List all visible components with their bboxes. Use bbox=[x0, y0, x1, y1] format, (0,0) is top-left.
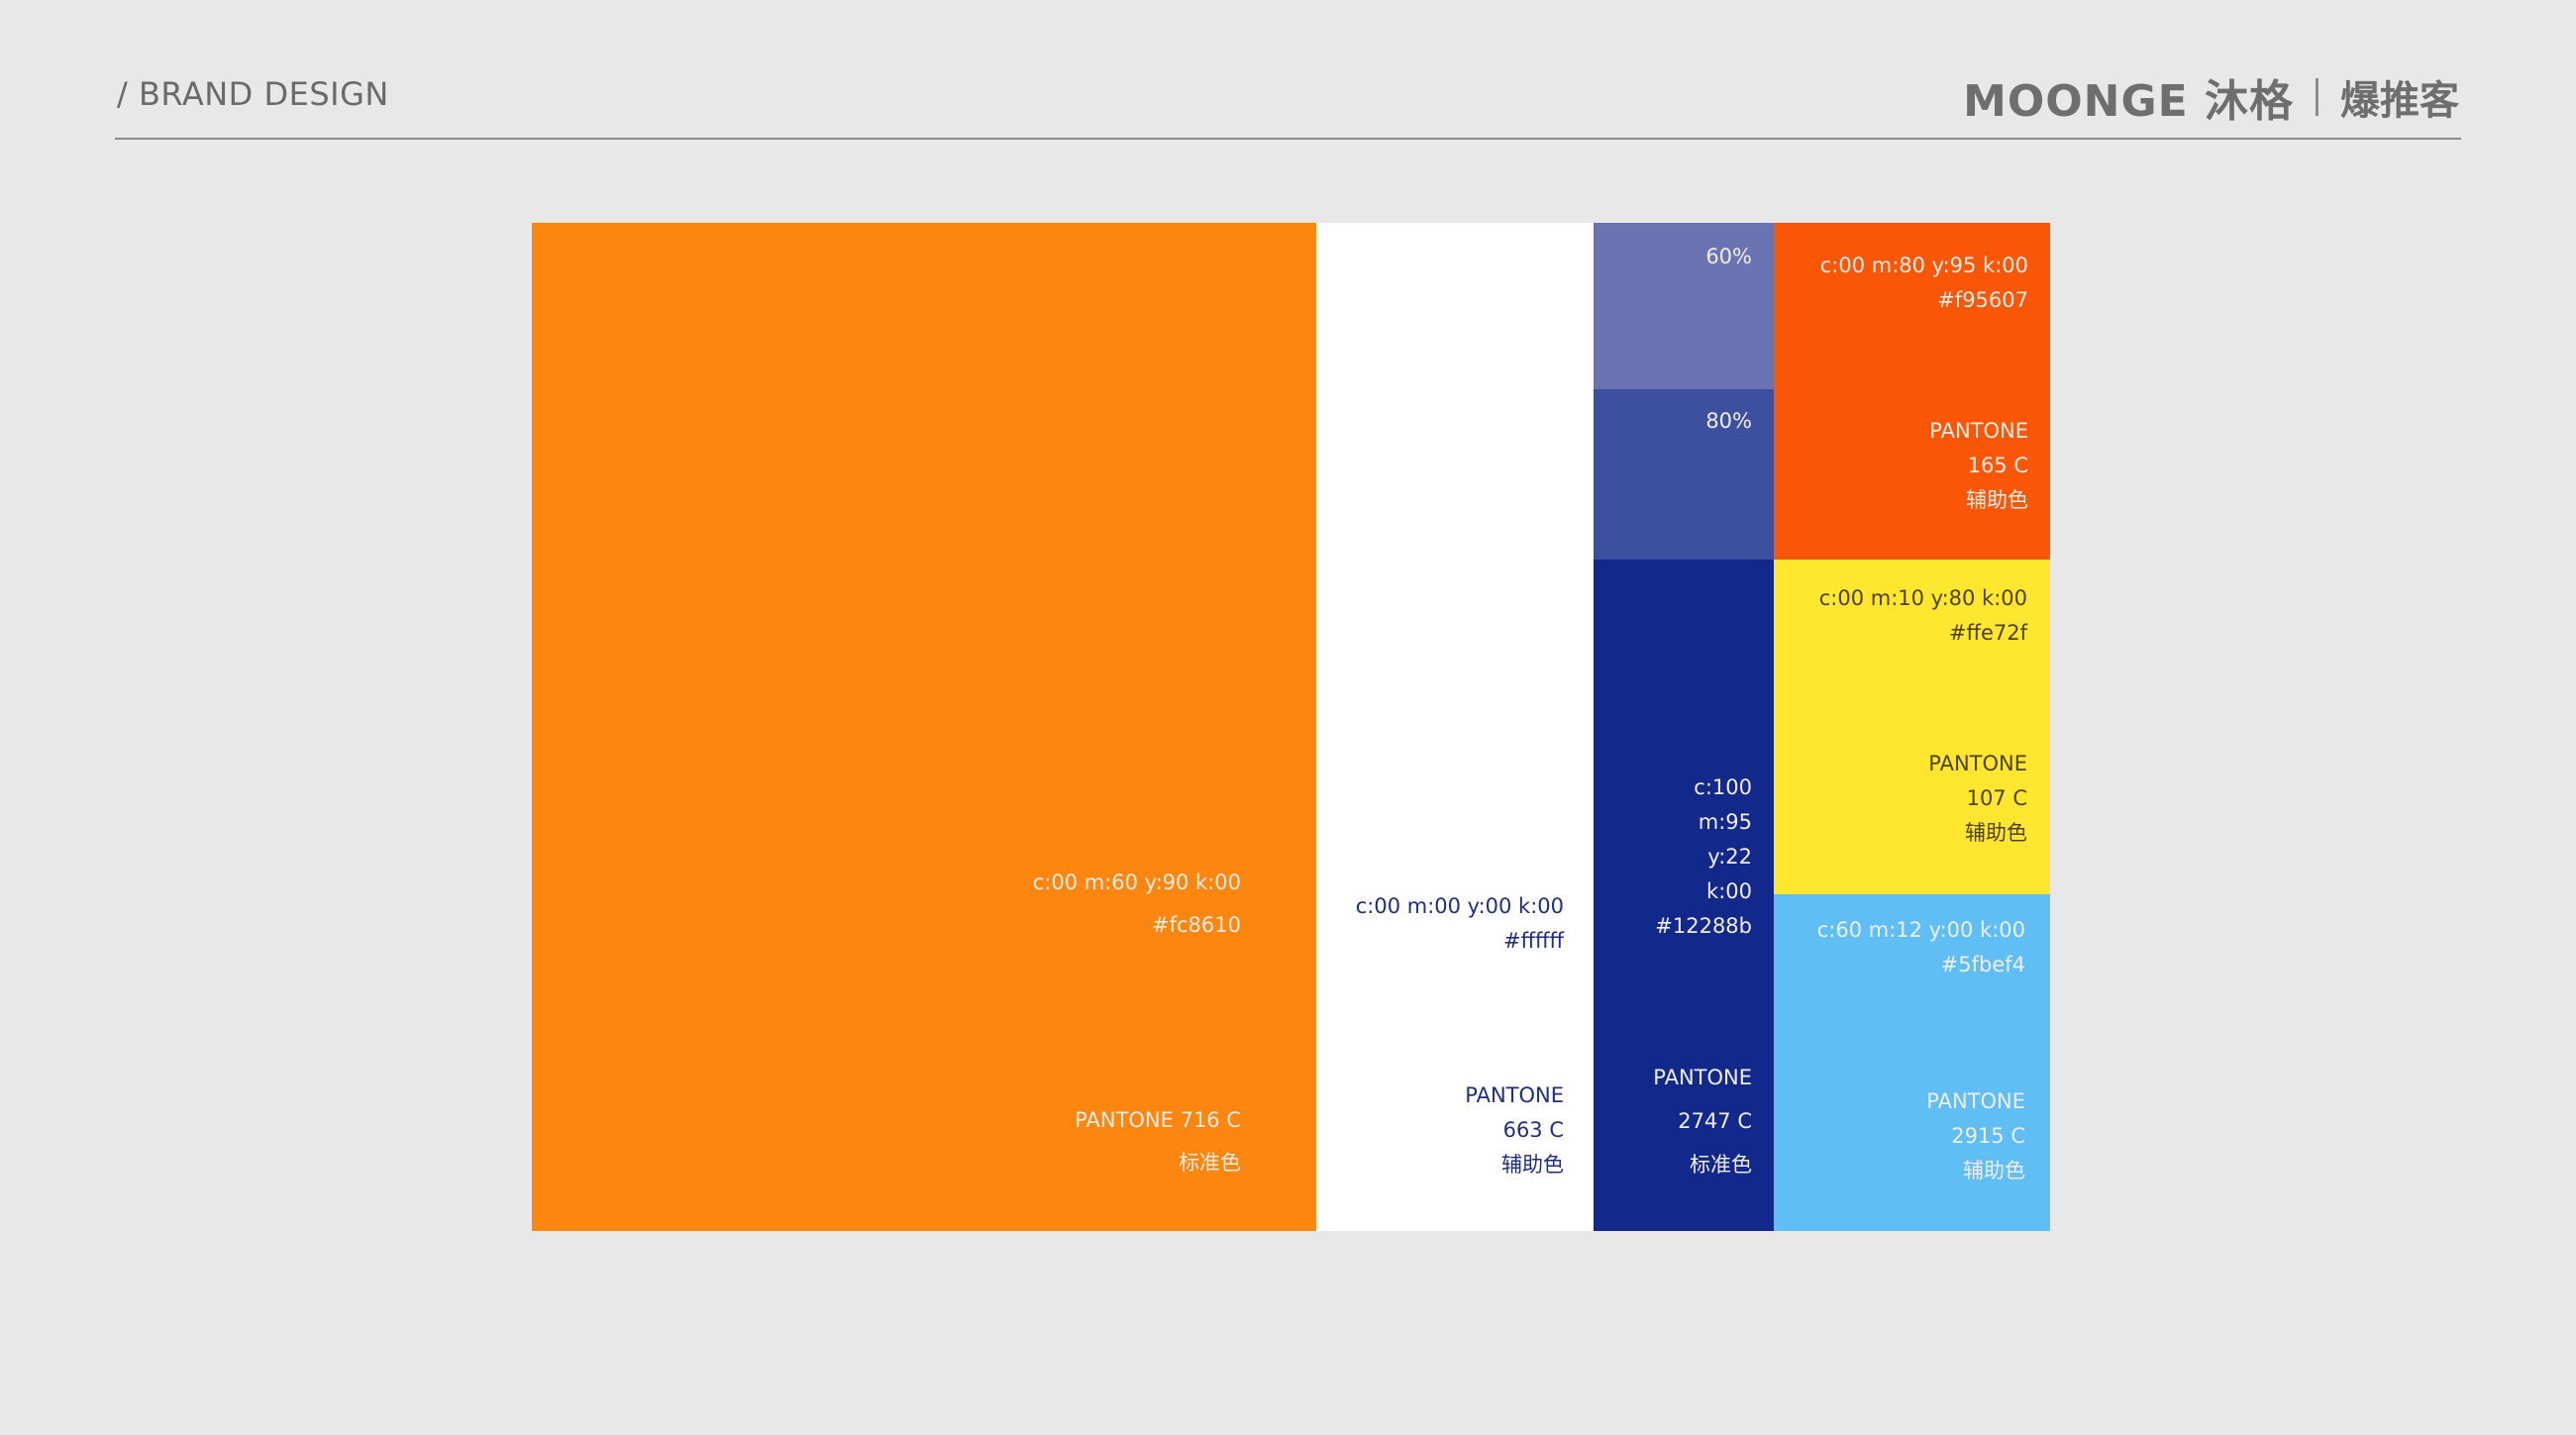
orange-cmyk: c:00 m:60 y:90 k:00 bbox=[1032, 871, 1241, 894]
swatch-yellow: c:00 m:10 y:80 k:00 #ffe72f PANTONE 107 … bbox=[1774, 560, 2050, 894]
red-orange-cmyk: c:00 m:80 y:95 k:00 bbox=[1819, 254, 2028, 277]
red-orange-pantone-code: 165 C bbox=[1967, 454, 2028, 477]
logo-partner-text: 爆推客 bbox=[2340, 78, 2459, 124]
sky-blue-hex: #5fbef4 bbox=[1940, 953, 2025, 976]
brand-logo: MOONGE 沐格 爆推客 bbox=[1963, 65, 2459, 129]
white-hex: #ffffff bbox=[1502, 929, 1564, 953]
navy-cmyk-k: k:00 bbox=[1706, 879, 1752, 903]
yellow-hex: #ffe72f bbox=[1948, 621, 2027, 645]
white-pantone-code: 663 C bbox=[1502, 1118, 1564, 1142]
sky-blue-role: 辅助色 bbox=[1963, 1159, 2025, 1182]
swatch-navy-tint-60: 60% bbox=[1594, 223, 1774, 389]
navy-cmyk-m: m:95 bbox=[1698, 810, 1752, 834]
navy-tint-80-label: 80% bbox=[1705, 409, 1752, 433]
red-orange-pantone-label: PANTONE bbox=[1929, 419, 2028, 443]
swatch-navy-tint-80: 80% bbox=[1594, 389, 1774, 560]
yellow-pantone-label: PANTONE bbox=[1928, 752, 2027, 775]
orange-hex: #fc8610 bbox=[1152, 913, 1241, 937]
swatch-red-orange: c:00 m:80 y:95 k:00 #f95607 PANTONE 165 … bbox=[1774, 223, 2050, 560]
yellow-pantone-code: 107 C bbox=[1966, 786, 2027, 810]
white-pantone-label: PANTONE bbox=[1465, 1083, 1564, 1107]
sky-blue-cmyk: c:60 m:12 y:00 k:00 bbox=[1816, 918, 2025, 942]
red-orange-role: 辅助色 bbox=[1966, 488, 2028, 512]
swatch-white: c:00 m:00 y:00 k:00 #ffffff PANTONE 663 … bbox=[1316, 223, 1594, 1231]
swatch-navy: c:100 m:95 y:22 k:00 #12288b PANTONE 274… bbox=[1594, 560, 1774, 1231]
white-cmyk: c:00 m:00 y:00 k:00 bbox=[1355, 894, 1564, 918]
yellow-role: 辅助色 bbox=[1965, 821, 2027, 845]
navy-hex: #12288b bbox=[1655, 914, 1752, 938]
orange-role: 标准色 bbox=[1179, 1151, 1241, 1175]
red-orange-hex: #f95607 bbox=[1937, 288, 2028, 312]
swatch-sky-blue: c:60 m:12 y:00 k:00 #5fbef4 PANTONE 2915… bbox=[1774, 894, 2050, 1231]
navy-cmyk-y: y:22 bbox=[1707, 845, 1752, 869]
navy-pantone-label: PANTONE bbox=[1653, 1066, 1752, 1089]
white-role: 辅助色 bbox=[1501, 1153, 1564, 1177]
sky-blue-pantone-code: 2915 C bbox=[1951, 1124, 2025, 1148]
navy-tint-60-label: 60% bbox=[1705, 245, 1752, 268]
logo-divider bbox=[2316, 78, 2318, 116]
orange-pantone: PANTONE 716 C bbox=[1075, 1108, 1241, 1132]
navy-role: 标准色 bbox=[1690, 1153, 1752, 1177]
yellow-cmyk: c:00 m:10 y:80 k:00 bbox=[1818, 586, 2027, 610]
page-title: / BRAND DESIGN bbox=[117, 75, 389, 113]
header-divider bbox=[115, 138, 2461, 140]
swatch-orange: c:00 m:60 y:90 k:00 #fc8610 PANTONE 716 … bbox=[532, 223, 1316, 1231]
navy-cmyk-c: c:100 bbox=[1694, 775, 1752, 799]
navy-pantone-code: 2747 C bbox=[1678, 1109, 1752, 1133]
sky-blue-pantone-label: PANTONE bbox=[1926, 1089, 2025, 1113]
logo-brand-text: MOONGE 沐格 bbox=[1963, 76, 2294, 127]
